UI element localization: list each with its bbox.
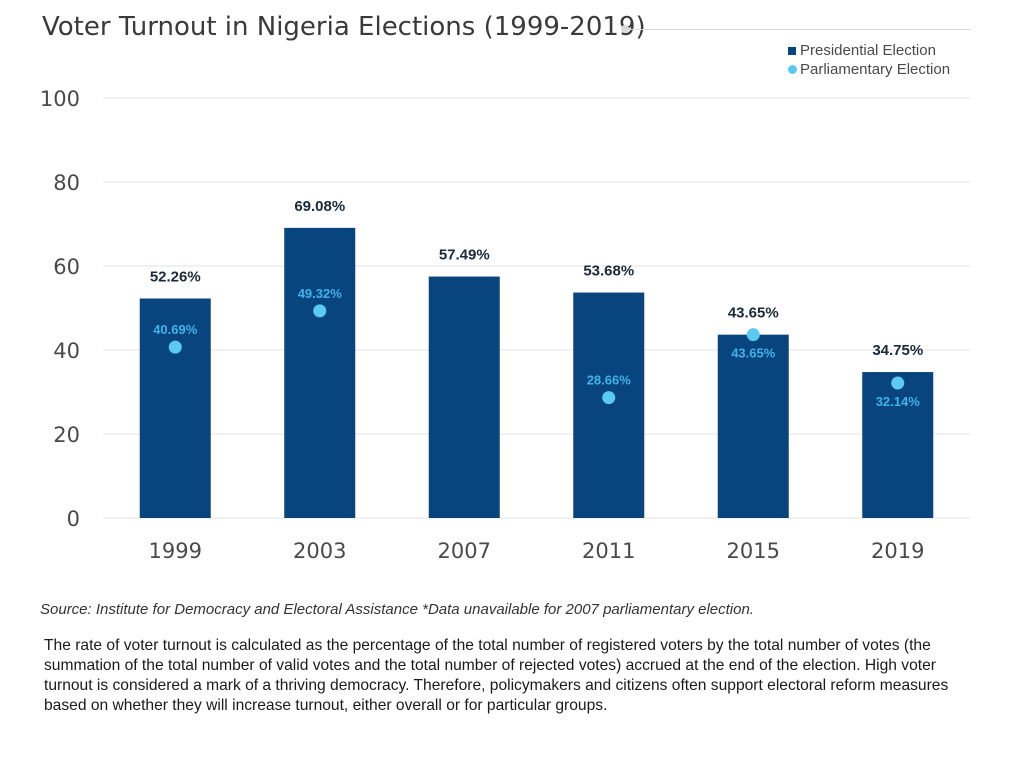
bar-presidential xyxy=(139,298,211,518)
point-data-label: 49.32% xyxy=(298,286,343,301)
legend-label-parliamentary: Parliamentary Election xyxy=(800,61,951,78)
point-parliamentary xyxy=(891,376,905,390)
bar-presidential xyxy=(573,292,645,518)
y-tick-label: 60 xyxy=(53,255,80,279)
x-tick-label: 2019 xyxy=(871,539,924,563)
bar-presidential xyxy=(428,276,500,518)
chart-title: Voter Turnout in Nigeria Elections (1999… xyxy=(42,12,646,42)
y-tick-label: 20 xyxy=(53,423,80,447)
x-tick-label: 1999 xyxy=(149,539,202,563)
point-parliamentary xyxy=(602,391,616,405)
title-rule-dot xyxy=(621,25,629,33)
point-data-label: 32.14% xyxy=(876,394,921,409)
x-tick-label: 2015 xyxy=(727,539,780,563)
bar-data-label: 53.68% xyxy=(583,263,634,280)
legend-swatch-presidential xyxy=(788,46,796,55)
point-parliamentary xyxy=(168,340,182,354)
x-tick-label: 2011 xyxy=(582,539,635,563)
point-data-label: 28.66% xyxy=(587,373,632,388)
point-data-label: 40.69% xyxy=(153,322,198,337)
x-tick-label: 2007 xyxy=(438,539,491,563)
bar-presidential xyxy=(284,227,356,518)
y-tick-label: 100 xyxy=(40,87,80,111)
legend-item-parliamentary: Parliamentary Election xyxy=(788,60,950,79)
x-tick-label: 2003 xyxy=(293,539,346,563)
point-parliamentary xyxy=(313,304,327,318)
title-rule xyxy=(628,29,971,30)
y-tick-label: 0 xyxy=(67,507,80,531)
legend-swatch-parliamentary xyxy=(788,65,797,74)
y-tick-label: 40 xyxy=(53,339,80,363)
bar-presidential xyxy=(717,334,789,518)
bar-data-label: 43.65% xyxy=(728,305,779,322)
point-parliamentary xyxy=(746,328,760,342)
bar-data-label: 57.49% xyxy=(439,247,490,264)
source-note: Source: Institute for Democracy and Elec… xyxy=(40,601,754,618)
bar-data-label: 52.26% xyxy=(150,269,201,286)
chart-legend: Presidential Election Parliamentary Elec… xyxy=(788,41,950,79)
y-tick-label: 80 xyxy=(53,171,80,195)
point-data-label: 43.65% xyxy=(731,346,776,361)
description-paragraph: The rate of voter turnout is calculated … xyxy=(44,637,949,714)
bar-data-label: 34.75% xyxy=(872,342,923,359)
turnout-chart: 0 20 40 60 80 100 52.26% 1999 69.08% 2003 57.49% 20… xyxy=(40,87,970,563)
bar-presidential xyxy=(862,372,934,518)
bar-data-label: 69.08% xyxy=(294,198,345,215)
legend-label-presidential: Presidential Election xyxy=(800,42,936,59)
legend-item-presidential: Presidential Election xyxy=(788,41,950,60)
